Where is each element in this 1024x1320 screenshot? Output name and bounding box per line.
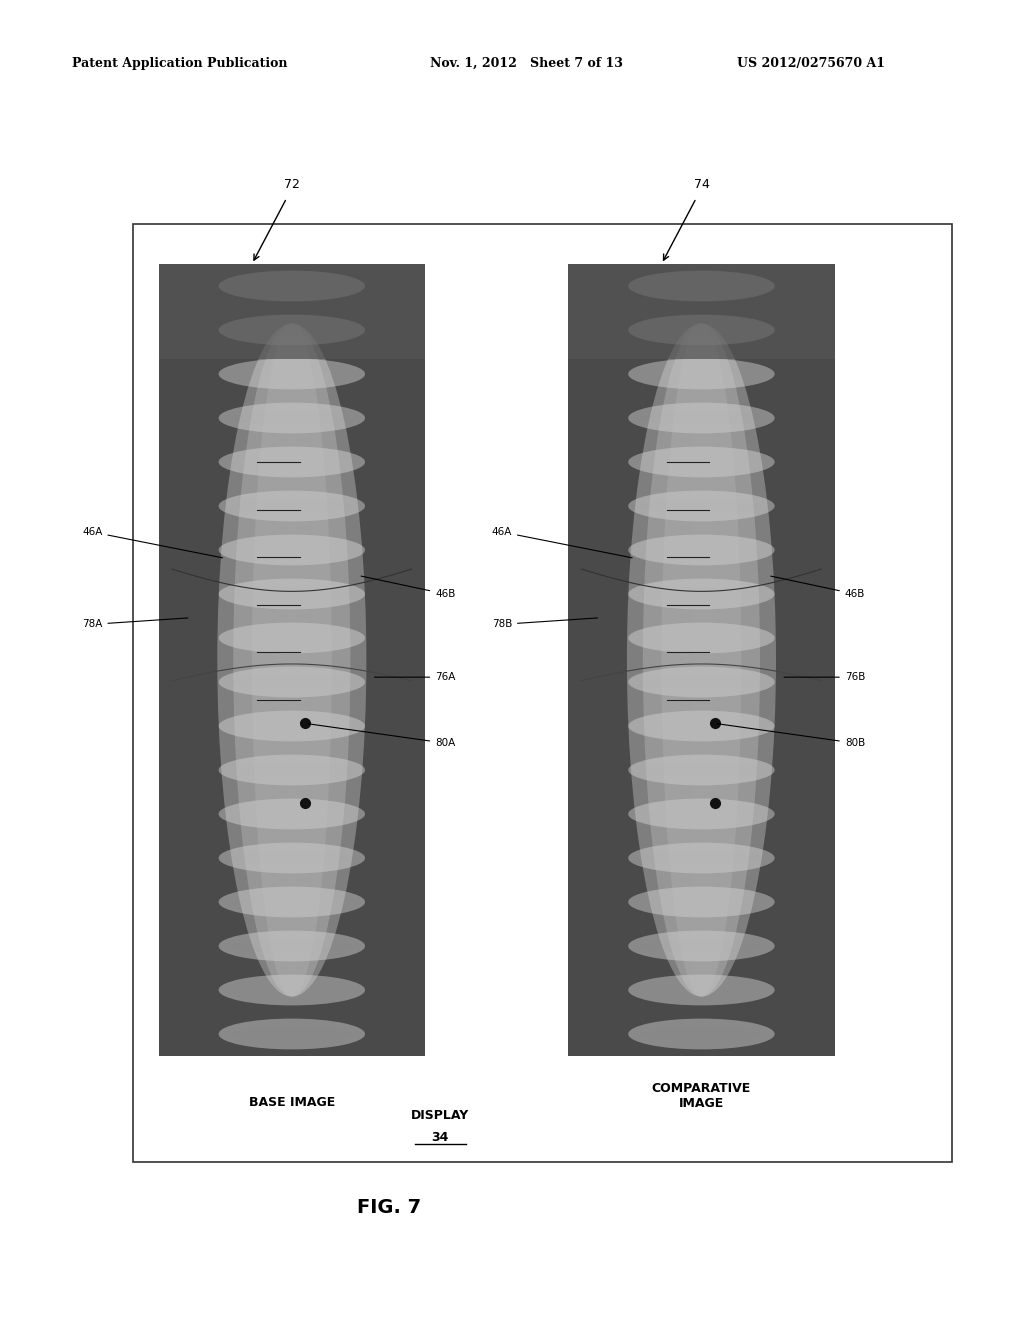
Text: 76A: 76A xyxy=(375,672,456,682)
Ellipse shape xyxy=(218,974,365,1006)
Ellipse shape xyxy=(218,887,365,917)
Text: 78A: 78A xyxy=(82,618,187,630)
Ellipse shape xyxy=(627,323,776,997)
Ellipse shape xyxy=(218,931,365,961)
Ellipse shape xyxy=(231,499,352,512)
Ellipse shape xyxy=(641,940,762,953)
Ellipse shape xyxy=(641,323,762,337)
Text: 78B: 78B xyxy=(492,618,597,630)
Ellipse shape xyxy=(218,623,365,653)
Ellipse shape xyxy=(629,1019,775,1049)
Text: US 2012/0275670 A1: US 2012/0275670 A1 xyxy=(737,57,886,70)
Ellipse shape xyxy=(641,499,762,512)
Text: 46A: 46A xyxy=(82,527,222,558)
Ellipse shape xyxy=(629,667,775,697)
Text: 46B: 46B xyxy=(361,576,456,599)
Ellipse shape xyxy=(629,710,775,742)
Ellipse shape xyxy=(641,763,762,776)
Ellipse shape xyxy=(218,842,365,874)
FancyBboxPatch shape xyxy=(568,264,835,359)
Ellipse shape xyxy=(629,887,775,917)
Ellipse shape xyxy=(218,578,365,610)
Ellipse shape xyxy=(629,271,775,301)
Ellipse shape xyxy=(629,578,775,610)
Ellipse shape xyxy=(218,799,365,829)
FancyBboxPatch shape xyxy=(568,264,835,1056)
Ellipse shape xyxy=(641,587,762,601)
FancyBboxPatch shape xyxy=(159,264,425,359)
Text: 46A: 46A xyxy=(492,527,632,558)
Ellipse shape xyxy=(629,314,775,346)
Text: Patent Application Publication: Patent Application Publication xyxy=(72,57,287,70)
Ellipse shape xyxy=(629,359,775,389)
Ellipse shape xyxy=(629,974,775,1006)
Ellipse shape xyxy=(218,314,365,346)
Ellipse shape xyxy=(629,799,775,829)
Ellipse shape xyxy=(218,1019,365,1049)
Ellipse shape xyxy=(218,446,365,478)
Ellipse shape xyxy=(231,763,352,776)
Ellipse shape xyxy=(218,271,365,301)
Text: DISPLAY: DISPLAY xyxy=(412,1109,469,1122)
Ellipse shape xyxy=(629,931,775,961)
Ellipse shape xyxy=(218,359,365,389)
Ellipse shape xyxy=(629,446,775,478)
Text: Nov. 1, 2012   Sheet 7 of 13: Nov. 1, 2012 Sheet 7 of 13 xyxy=(430,57,623,70)
Ellipse shape xyxy=(629,403,775,433)
Ellipse shape xyxy=(231,676,352,689)
Ellipse shape xyxy=(231,940,352,953)
Ellipse shape xyxy=(218,491,365,521)
Text: FIG. 7: FIG. 7 xyxy=(357,1199,421,1217)
FancyBboxPatch shape xyxy=(133,224,952,1162)
Text: 80A: 80A xyxy=(308,723,456,748)
Text: 72: 72 xyxy=(284,178,300,191)
Ellipse shape xyxy=(218,535,365,565)
Ellipse shape xyxy=(643,323,760,997)
Ellipse shape xyxy=(217,323,367,997)
Text: BASE IMAGE: BASE IMAGE xyxy=(249,1096,335,1109)
FancyBboxPatch shape xyxy=(159,264,425,1056)
Ellipse shape xyxy=(641,676,762,689)
Ellipse shape xyxy=(641,1027,762,1040)
Ellipse shape xyxy=(629,491,775,521)
Ellipse shape xyxy=(629,842,775,874)
Ellipse shape xyxy=(218,755,365,785)
Text: COMPARATIVE
IMAGE: COMPARATIVE IMAGE xyxy=(652,1081,751,1110)
Ellipse shape xyxy=(218,667,365,697)
Ellipse shape xyxy=(233,323,350,997)
Ellipse shape xyxy=(662,323,741,997)
Ellipse shape xyxy=(231,1027,352,1040)
Ellipse shape xyxy=(629,623,775,653)
Ellipse shape xyxy=(252,323,332,997)
Text: 80B: 80B xyxy=(718,723,865,748)
Ellipse shape xyxy=(231,412,352,425)
Text: 46B: 46B xyxy=(771,576,865,599)
Ellipse shape xyxy=(231,851,352,865)
Ellipse shape xyxy=(629,755,775,785)
Ellipse shape xyxy=(641,412,762,425)
Ellipse shape xyxy=(218,710,365,742)
Ellipse shape xyxy=(231,587,352,601)
Text: 34: 34 xyxy=(432,1131,449,1144)
Text: 74: 74 xyxy=(693,178,710,191)
Ellipse shape xyxy=(218,403,365,433)
Ellipse shape xyxy=(231,323,352,337)
Text: 76B: 76B xyxy=(784,672,865,682)
Ellipse shape xyxy=(629,535,775,565)
Ellipse shape xyxy=(641,851,762,865)
